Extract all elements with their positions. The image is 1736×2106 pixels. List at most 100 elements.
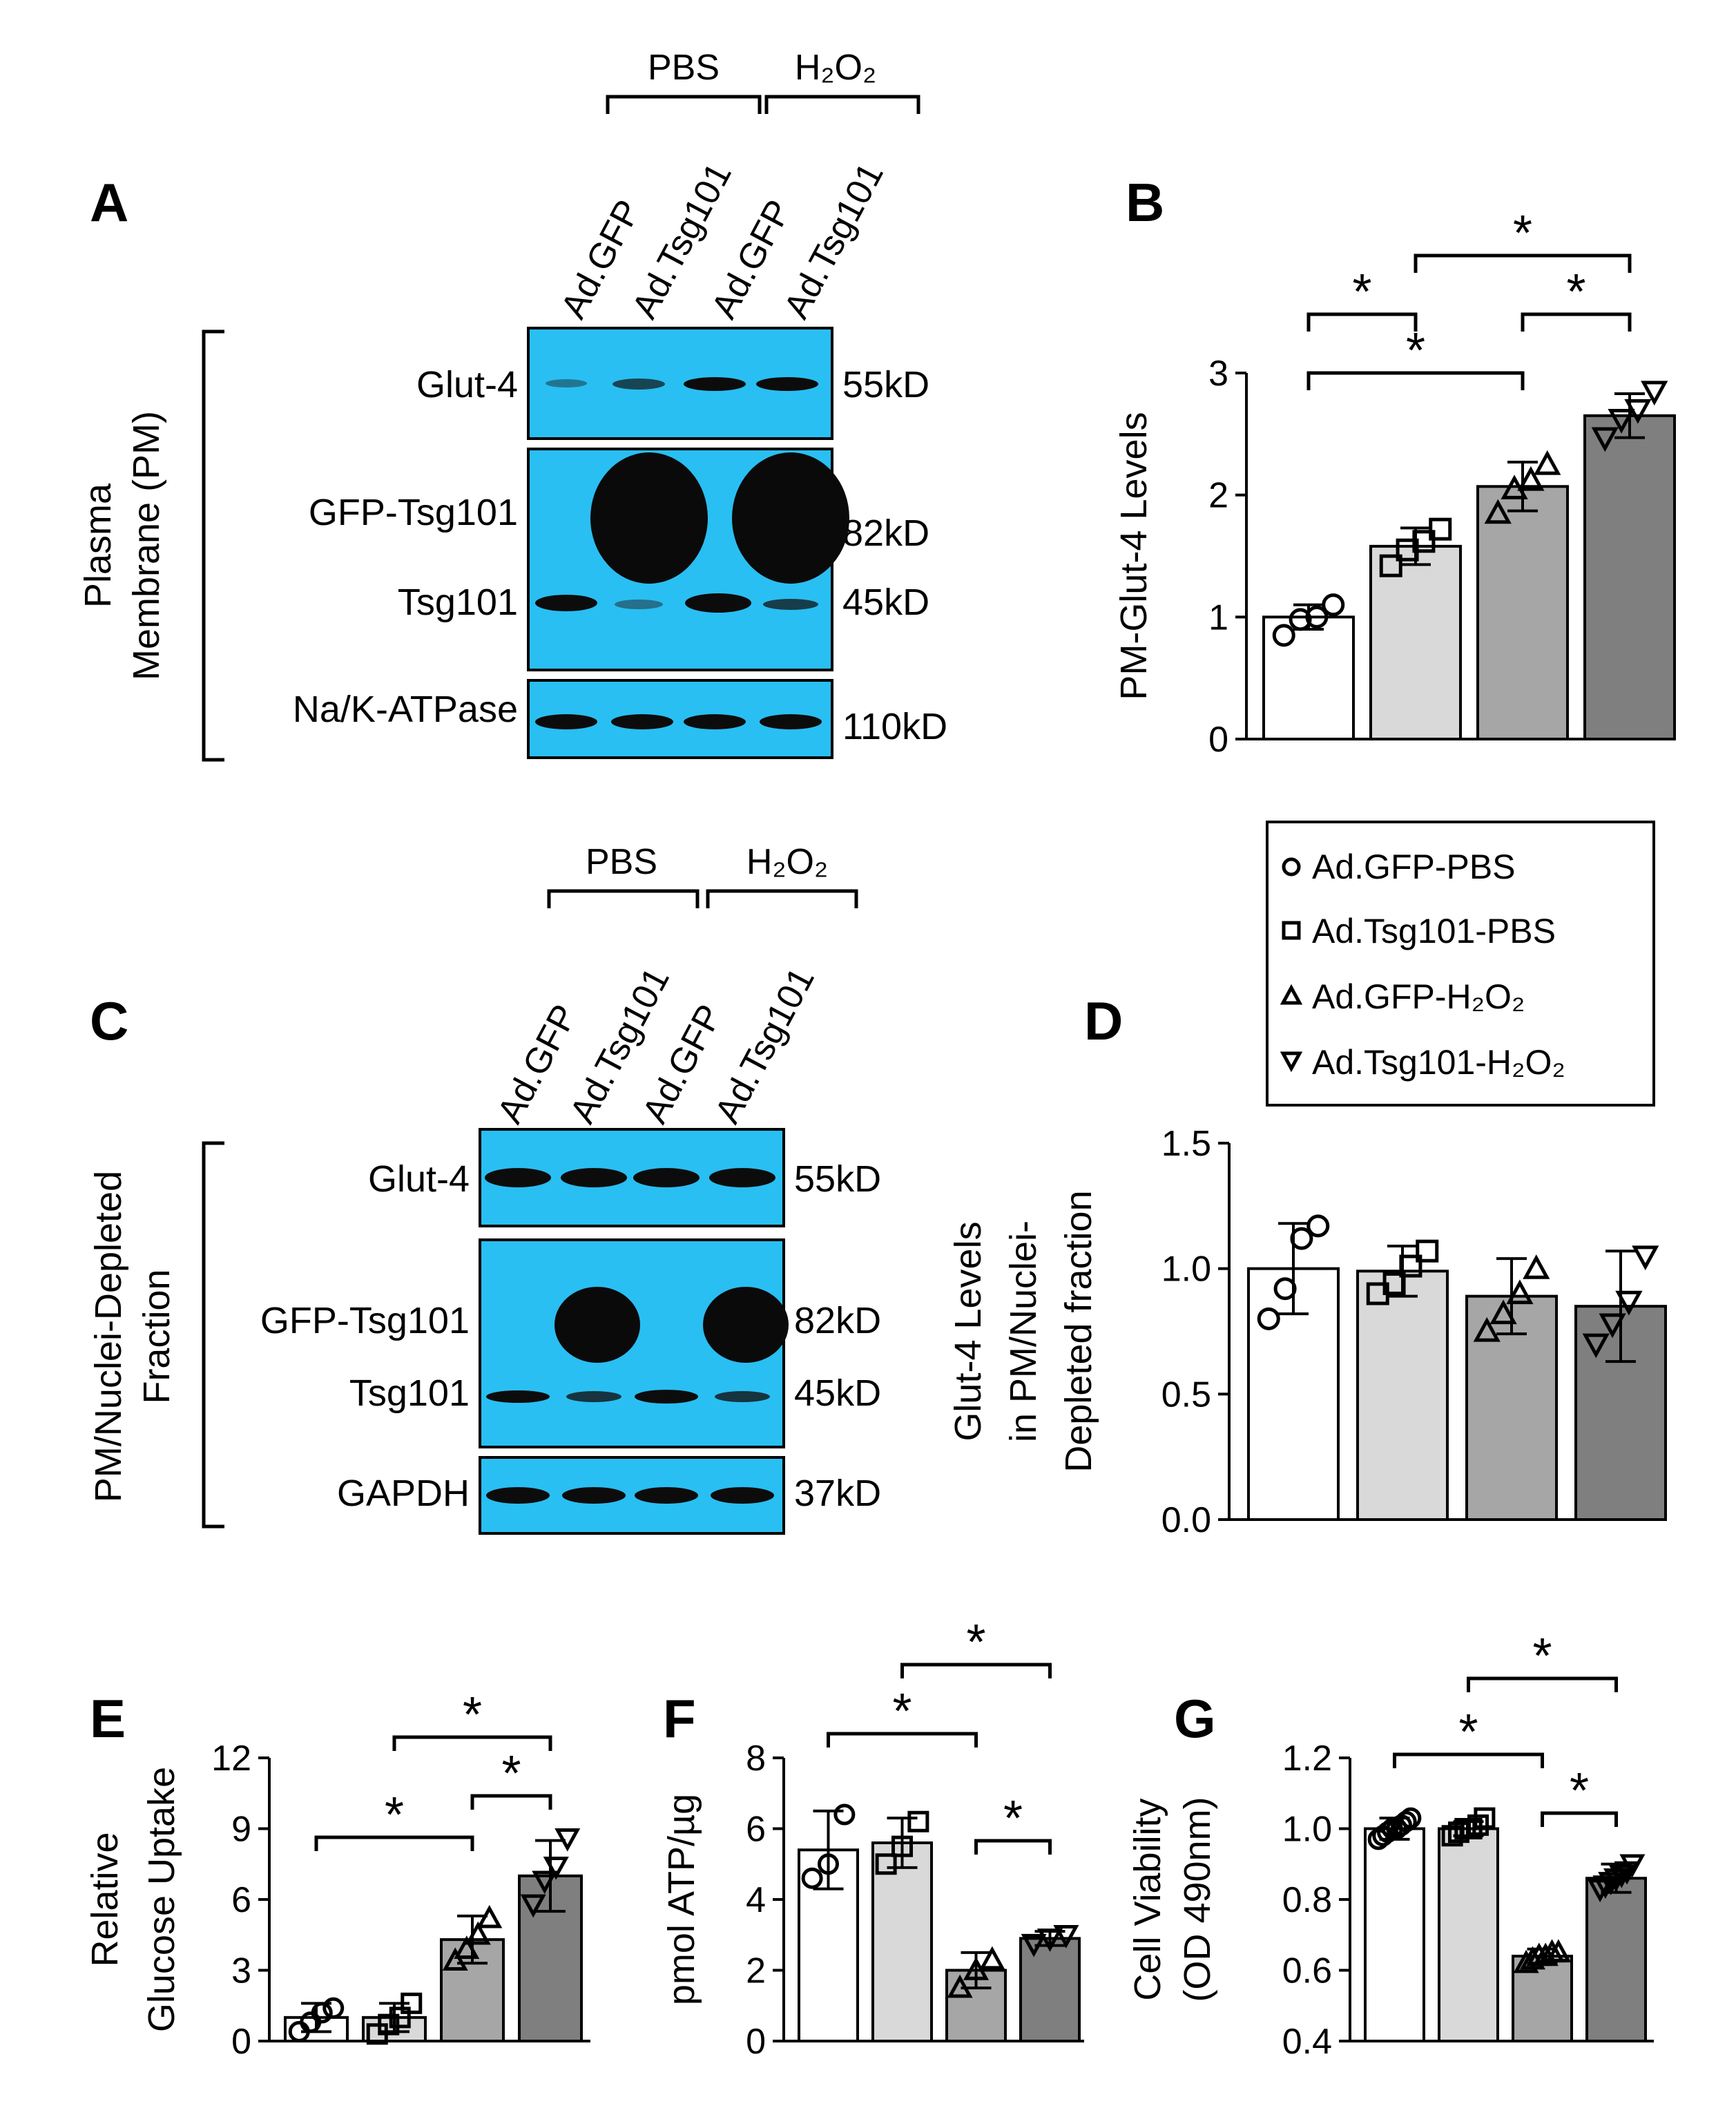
blot-a-group-h2o2: H₂O₂ <box>795 48 876 88</box>
y-tick-label: 1.5 <box>1161 1124 1211 1164</box>
blot-a-section-label: Plasma <box>77 483 119 608</box>
data-point <box>1632 1245 1659 1271</box>
data-point <box>801 1867 823 1889</box>
data-point <box>1306 1214 1330 1238</box>
data-point <box>1506 1279 1534 1305</box>
data-point <box>1257 1307 1280 1330</box>
band <box>566 1391 621 1402</box>
data-point <box>1399 1254 1422 1278</box>
data-point <box>401 1992 423 2014</box>
band <box>635 1390 698 1404</box>
blot-a-size-label: 45kD <box>842 582 929 623</box>
data-point <box>1591 427 1619 452</box>
significance-bracket <box>314 1835 474 1851</box>
y-tick-label: 1 <box>1208 597 1228 638</box>
y-axis-label: Depleted fraction <box>1058 1190 1099 1472</box>
y-tick-label: 2 <box>746 1951 766 1991</box>
y-tick-label: 12 <box>211 1739 251 1779</box>
band <box>486 1487 550 1504</box>
data-point <box>1412 530 1436 553</box>
bar <box>1356 1270 1449 1522</box>
data-point <box>891 1835 913 1857</box>
data-point <box>1429 517 1452 541</box>
y-tick-label: 4 <box>746 1880 766 1920</box>
bar <box>1364 1827 1425 2042</box>
significance-bracket <box>392 1735 552 1751</box>
data-point <box>1474 1807 1496 1829</box>
data-point <box>1603 1868 1630 1892</box>
significance-bracket <box>1541 1811 1618 1827</box>
legend-entry: Ad.Tsg101-PBS <box>1312 912 1556 950</box>
data-point <box>1400 1807 1422 1829</box>
blot-c-row-label: GFP-Tsg101 <box>260 1300 470 1341</box>
band <box>685 593 751 613</box>
data-point <box>311 2002 333 2024</box>
significance-star: * <box>1532 1629 1552 1684</box>
blot-c-group-bracket-pbs <box>547 889 700 908</box>
data-point <box>1489 1299 1517 1325</box>
bar-chart-b: 0 1 2 3 PM-Glut-4 Levels * * * * <box>1113 206 1676 760</box>
blot-a-group-bracket-h2o2 <box>764 95 920 114</box>
data-point <box>1273 1277 1297 1301</box>
significance-star: * <box>1003 1791 1023 1846</box>
blot-a-row-label: Tsg101 <box>398 582 518 623</box>
bar <box>1585 1877 1647 2042</box>
band <box>715 1391 770 1402</box>
data-point <box>1523 1254 1550 1279</box>
legend-entry: Ad.GFP-H₂O₂ <box>1312 977 1525 1016</box>
blot-c-size-label: 82kD <box>794 1300 881 1341</box>
data-point <box>322 1997 345 2019</box>
y-tick-label: 6 <box>231 1880 251 1920</box>
blot-c-size-label: 45kD <box>794 1372 881 1414</box>
panel-letter-d: D <box>1084 990 1123 1051</box>
data-point <box>1587 1879 1613 1903</box>
legend-entry: Ad.Tsg101-H₂O₂ <box>1312 1043 1565 1082</box>
blot-c-row-label: GAPDH <box>337 1473 470 1514</box>
bar <box>1262 615 1355 740</box>
significance-bracket <box>1467 1676 1618 1692</box>
bar <box>1438 1827 1499 2042</box>
data-point <box>1641 381 1668 406</box>
bar <box>1019 1937 1081 2042</box>
data-point <box>1608 409 1635 434</box>
bar-chart-e: 0 3 6 9 12 Relative Glucose Uptake * * * <box>84 1687 590 2062</box>
blot-a-row-label: GFP-Tsg101 <box>309 492 518 533</box>
significance-star: * <box>1406 323 1425 379</box>
y-tick-label: 3 <box>231 1951 251 1991</box>
bar <box>1476 485 1569 740</box>
data-point <box>520 1894 546 1918</box>
data-point <box>1582 1333 1610 1359</box>
blot-a-size-label: 82kD <box>842 513 929 554</box>
significance-bracket <box>1393 1752 1544 1768</box>
y-tick-label: 1.0 <box>1161 1250 1211 1290</box>
y-axis-label: Glucose Uptake <box>141 1767 182 2032</box>
bar-chart-d: 0.0 0.5 1.0 1.5 Glut-4 Levels in PM/Nuclei- De… <box>947 1124 1667 1540</box>
blot-a-size-label: 55kD <box>842 364 929 405</box>
data-point <box>1473 1317 1501 1342</box>
y-tick-label: 0.5 <box>1161 1375 1211 1415</box>
data-point <box>833 1803 856 1826</box>
significance-star: * <box>966 1615 985 1670</box>
y-axis-label: Cell Viability <box>1127 1798 1168 2000</box>
blot-a-group-bracket-pbs <box>606 95 762 114</box>
blot-c-group-pbs: PBS <box>586 842 657 882</box>
data-point <box>1619 1854 1646 1878</box>
significance-star: * <box>1570 1763 1589 1819</box>
data-point <box>1484 499 1512 524</box>
data-point <box>378 2013 400 2036</box>
western-blot-c: PBS H₂O₂ Ad.GFP Ad.Tsg101 Ad.GFP Ad.Tsg1… <box>88 842 881 1535</box>
blot-a-row-label: Glut-4 <box>416 364 518 405</box>
bar <box>1369 544 1462 740</box>
significance-star: * <box>463 1687 482 1743</box>
data-point <box>1598 1872 1624 1895</box>
band <box>703 1287 789 1363</box>
data-point <box>1290 1227 1313 1250</box>
blot-a-row-label: Na/K-ATPase <box>293 689 518 730</box>
panel-letter-e: E <box>90 1688 126 1749</box>
significance-star: * <box>892 1684 912 1739</box>
y-axis-label: pmol ATP/µg <box>661 1794 702 2005</box>
blot-c-row-label: Glut-4 <box>368 1158 470 1200</box>
bar-chart-g: 0.4 0.6 0.8 1.0 1.2 Cell Viability (OD 490nm) *… <box>1127 1629 1654 2062</box>
data-point <box>1053 1925 1079 1949</box>
